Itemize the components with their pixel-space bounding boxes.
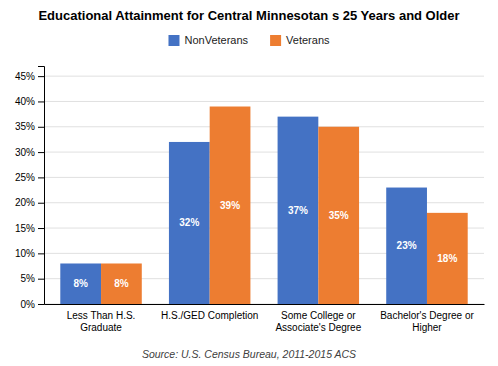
y-tick: 10% [15, 248, 44, 259]
x-tick: H.S./GED Completion [161, 304, 258, 321]
y-tick: 20% [15, 197, 44, 208]
series [101, 107, 468, 304]
grid-line [44, 76, 484, 77]
bar [386, 188, 427, 304]
y-tick: 25% [15, 172, 44, 183]
y-tick-mark [38, 177, 44, 178]
y-tick-label: 15% [15, 223, 35, 234]
data-labels: 8% 32% 37% 23% 8% 39% 35% 18% [73, 200, 457, 289]
data-label: 39% [220, 200, 240, 211]
bar [60, 263, 101, 304]
y-tick-label: 5% [21, 273, 36, 284]
y-tick-label: 45% [15, 71, 35, 82]
y-tick-mark [38, 253, 44, 254]
x-tick: Some College orAssociate's Degree [275, 304, 361, 333]
grid-line [44, 101, 484, 102]
x-tick-label: Bachelor's Degree orHigher [380, 310, 474, 333]
bar [101, 263, 142, 304]
y-tick-mark [38, 127, 44, 128]
x-tick-label: H.S./GED Completion [161, 310, 258, 321]
x-axis: Less Than H.S.Graduate H.S./GED Completio… [45, 304, 485, 333]
grid-line [44, 177, 484, 178]
legend-swatch [168, 35, 179, 46]
bar [427, 213, 468, 304]
y-tick: 15% [15, 223, 44, 234]
legend: NonVeterans Veterans [168, 34, 330, 46]
legend-item: NonVeterans [168, 34, 248, 46]
x-tick: Less Than H.S.Graduate [67, 304, 136, 333]
data-label: 32% [179, 217, 199, 228]
x-tick-label: Less Than H.S.Graduate [67, 310, 136, 333]
y-tick: 35% [15, 121, 44, 132]
y-tick-label: 0% [21, 299, 36, 310]
title: Educational Attainment for Central Minne… [38, 8, 459, 23]
grid-line [44, 152, 484, 153]
y-tick-label: 10% [15, 248, 35, 259]
data-label: 35% [329, 210, 349, 221]
grid [44, 76, 484, 304]
legend-label: Veterans [286, 34, 330, 46]
legend-swatch [270, 35, 281, 46]
annotation: Source: U.S. Census Bureau, 2011-2015 AC… [142, 348, 356, 360]
bar [278, 117, 319, 304]
y-tick-label: 20% [15, 197, 35, 208]
y-tick: 40% [15, 96, 44, 107]
y-axis: 0% 5% 10% 15% 20% 25% 30% 35% 40% 45% [15, 67, 45, 310]
y-tick: 5% [21, 273, 44, 284]
grid-line [44, 126, 484, 127]
y-tick-label: 35% [15, 121, 35, 132]
y-tick-mark [38, 203, 44, 204]
y-tick-mark [38, 101, 44, 102]
bar [210, 107, 251, 304]
data-label: 18% [437, 253, 457, 264]
bar [318, 127, 359, 304]
y-tick-label: 40% [15, 96, 35, 107]
chart: Educational Attainment for Central Minne… [0, 0, 498, 366]
y-tick-mark [38, 152, 44, 153]
x-tick: Bachelor's Degree orHigher [380, 304, 474, 333]
data-label: 37% [288, 205, 308, 216]
y-tick: 30% [15, 147, 44, 158]
plot: 0%5%10%15%20%25%30%35%40%45%8%32%37%23%8… [15, 67, 485, 333]
y-tick: 45% [15, 71, 44, 82]
y-tick-label: 25% [15, 172, 35, 183]
x-tick-label: Some College orAssociate's Degree [275, 310, 361, 333]
y-tick-mark [38, 279, 44, 280]
data-label: 8% [73, 278, 88, 289]
y-tick: 0% [21, 299, 44, 310]
y-tick-mark [38, 76, 44, 77]
x-axis-line [45, 304, 485, 305]
data-label: 8% [114, 278, 129, 289]
legend-label: NonVeterans [184, 34, 248, 46]
data-label: 23% [397, 240, 417, 251]
bars [60, 107, 467, 304]
y-tick-mark [38, 304, 44, 305]
legend-item: Veterans [270, 34, 330, 46]
bar [169, 142, 210, 304]
y-axis-line [38, 67, 45, 305]
y-tick-mark [38, 228, 44, 229]
y-tick-label: 30% [15, 147, 35, 158]
